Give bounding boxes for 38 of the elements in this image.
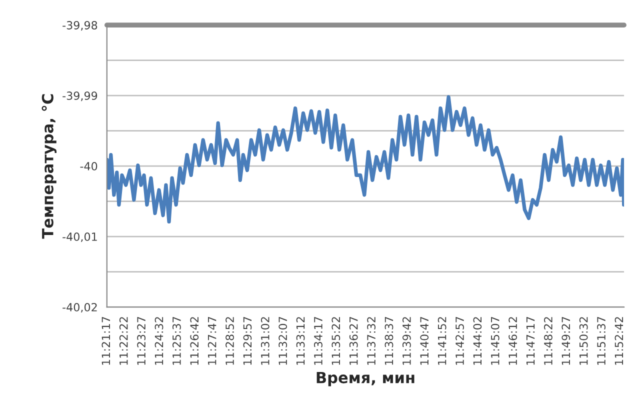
x-tick-label: 11:32:07 [278, 316, 288, 365]
x-tick-label: 11:27:47 [208, 316, 216, 365]
x-tick-label: 11:37:32 [367, 317, 376, 365]
x-tick-label: 11:42:57 [456, 316, 464, 365]
x-tick-label: 11:41:52 [438, 317, 446, 365]
x-tick-label: 11:39:42 [402, 317, 411, 365]
x-tick-label: 11:50:32 [579, 317, 588, 365]
x-tick-label: 11:40:47 [420, 316, 429, 365]
y-tick-label: -39,98 [62, 21, 98, 31]
x-tick-label: 11:47:17 [526, 316, 535, 365]
x-tick-label: 11:23:27 [137, 316, 146, 365]
x-tick-label: 11:52:42 [614, 317, 624, 365]
x-tick-label: 11:49:27 [562, 316, 570, 365]
x-tick-label: 11:22:22 [119, 317, 128, 365]
x-tick-label: 11:46:12 [508, 317, 518, 365]
y-tick-label: -40,01 [62, 232, 97, 242]
x-tick-label: 11:48:22 [544, 317, 552, 365]
y-tick-label: -40 [80, 162, 98, 170]
y-axis-title: Температура, °C [42, 94, 57, 239]
x-tick-label: 11:29:57 [243, 316, 252, 365]
x-axis-title: Время, мин [316, 372, 414, 386]
x-tick-label: 11:36:27 [349, 316, 358, 365]
x-tick-label: 11:45:07 [490, 316, 500, 365]
x-tick-label: 11:34:17 [314, 316, 322, 365]
x-tick-label: 11:26:42 [190, 317, 199, 365]
x-tick-label: 11:28:52 [226, 317, 234, 365]
x-tick-label: 11:51:37 [597, 316, 606, 365]
x-tick-label: 11:44:02 [473, 317, 482, 365]
x-tick-label: 11:35:22 [332, 317, 340, 365]
x-tick-label: 11:33:12 [296, 317, 305, 365]
x-tick-label: 11:24:32 [154, 317, 164, 365]
line-series [106, 95, 624, 224]
x-tick-label: 11:38:37 [384, 316, 394, 365]
x-tick-label: 11:21:17 [102, 316, 110, 365]
x-tick-label: 11:25:37 [172, 316, 181, 365]
y-tick-label: -39,99 [62, 92, 98, 102]
y-tick-label: -40,02 [62, 302, 97, 313]
x-tick-label: 11:31:02 [260, 317, 270, 365]
